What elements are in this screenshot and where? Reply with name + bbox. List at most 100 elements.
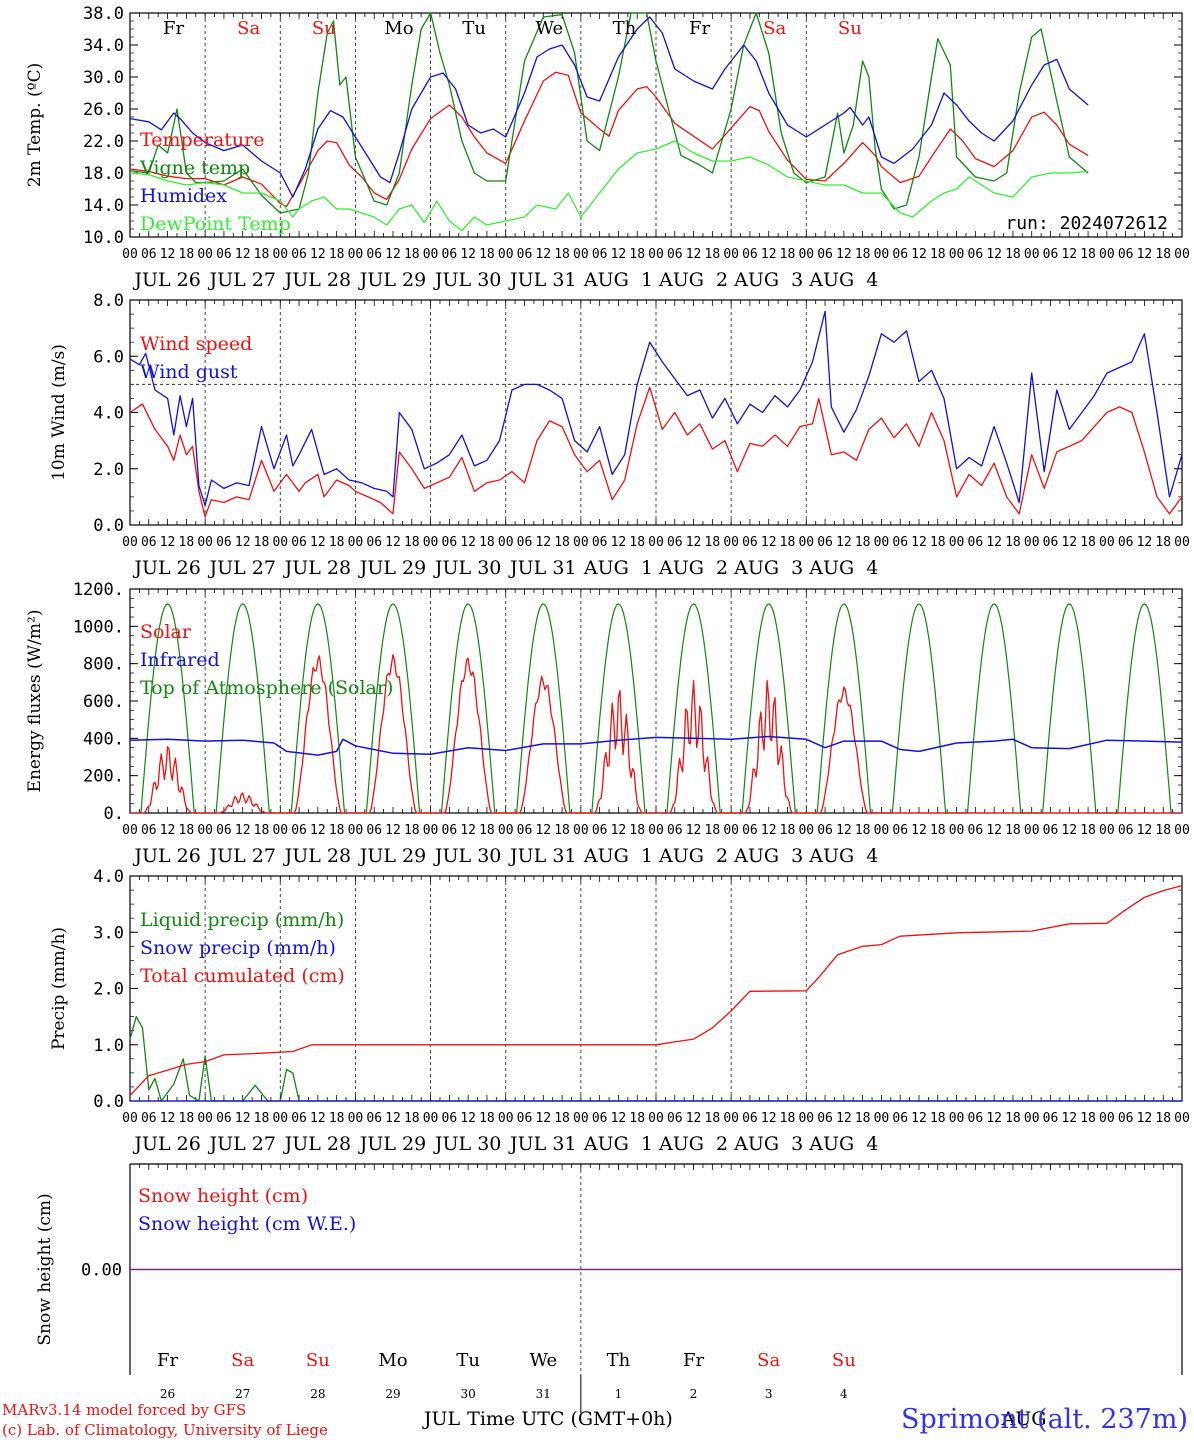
x-hour-label: 12 (385, 535, 401, 550)
x-hour-label: 06 (667, 823, 683, 838)
x-hour-label: 00 (1099, 247, 1115, 262)
x-hour-label: 00 (1024, 823, 1040, 838)
panel-precip: 0.0 1.0 2.0 3.0 4.0 Precip (mm/h) Liquid preci… (49, 867, 1190, 1155)
x-hour-label: 06 (968, 1111, 984, 1126)
x-hour-label: 06 (1043, 1111, 1059, 1126)
x-date-label: AUG 4 (808, 1133, 878, 1155)
legend-entry: Snow height (cm) (138, 1185, 308, 1207)
x-hour-label: 06 (291, 1111, 307, 1126)
x-hour-label: 00 (423, 823, 439, 838)
x-hour-label: 12 (911, 823, 927, 838)
weekday-label: Sa (763, 18, 786, 39)
y-tick-label: 400. (83, 729, 124, 749)
x-hour-label: 18 (254, 535, 270, 550)
legend-entry: Vigne temp (139, 157, 250, 179)
x-date-label: JUL 31 (508, 1133, 576, 1155)
x-hour-label: 12 (611, 247, 627, 262)
panel-energy: 0. 200. 400. 600. 800. 1000. 1200. Energy fluxe… (25, 580, 1190, 867)
x-hour-label: 06 (1043, 823, 1059, 838)
x-hour-label: 06 (592, 247, 608, 262)
x-hour-label: 12 (160, 823, 176, 838)
y-tick-label: 4.0 (93, 404, 124, 424)
weekday-label: Tu (456, 1350, 480, 1371)
x-hour-label: 18 (1080, 823, 1096, 838)
x-hour-label: 06 (517, 823, 533, 838)
day-number-label: 30 (461, 1387, 476, 1401)
x-hour-label: 06 (517, 535, 533, 550)
x-date-label: JUL 30 (433, 845, 501, 867)
x-hour-label: 18 (855, 823, 871, 838)
x-date-label: AUG 3 (733, 269, 803, 291)
x-date-label: AUG 4 (808, 845, 878, 867)
y-tick-label: 1200. (73, 580, 124, 600)
x-hour-label: 00 (648, 1111, 664, 1126)
legend-entry: Top of Atmosphere (Solar) (140, 677, 393, 699)
x-hour-label: 00 (949, 1111, 965, 1126)
x-hour-label: 06 (817, 1111, 833, 1126)
x-hour-label: 00 (348, 247, 364, 262)
x-date-label: JUL 30 (433, 269, 501, 291)
x-hour-label: 00 (423, 535, 439, 550)
legend-entry: Wind speed (140, 333, 252, 355)
x-hour-label: 18 (329, 535, 345, 550)
x-hour-label: 18 (705, 823, 721, 838)
x-date-label: JUL 30 (433, 557, 501, 579)
x-hour-label: 12 (986, 535, 1002, 550)
x-hour-label: 06 (1118, 823, 1134, 838)
x-hour-label: 06 (742, 247, 758, 262)
x-date-label: JUL 26 (132, 269, 200, 291)
station-name: Sprimont (alt. 237m) (901, 1404, 1188, 1435)
x-hour-label: 12 (460, 1111, 476, 1126)
x-hour-label: 00 (197, 535, 213, 550)
x-date-label: JUL 29 (358, 269, 426, 291)
x-hour-label: 00 (874, 1111, 890, 1126)
x-hour-label: 06 (141, 1111, 157, 1126)
weekday-label: Fr (689, 18, 710, 39)
x-hour-label: 06 (892, 823, 908, 838)
run-annotation: run: 2024072612 (1005, 213, 1168, 234)
x-hour-label: 00 (1024, 247, 1040, 262)
day-number-label: 28 (310, 1387, 325, 1401)
x-hour-label: 06 (216, 535, 232, 550)
x-hour-label: 06 (442, 823, 458, 838)
x-hour-label: 18 (1080, 535, 1096, 550)
day-number-label: 29 (385, 1387, 400, 1401)
x-hour-label: 06 (291, 535, 307, 550)
legend-entry: Liquid precip (mm/h) (140, 909, 344, 931)
series-line-temperature (129, 71, 1089, 208)
series-line-humidex (129, 16, 1089, 198)
x-hour-label: 12 (986, 247, 1002, 262)
x-hour-label: 06 (1118, 535, 1134, 550)
x-hour-label: 00 (197, 247, 213, 262)
x-hour-label: 18 (479, 1111, 495, 1126)
x-hour-label: 12 (836, 247, 852, 262)
x-hour-label: 18 (1005, 247, 1021, 262)
x-hour-label: 18 (705, 247, 721, 262)
x-hour-label: 00 (874, 823, 890, 838)
month-label-right: AUG (1001, 1408, 1047, 1430)
y-tick-label: 26.0 (83, 100, 124, 120)
x-hour-label: 00 (573, 247, 589, 262)
x-hour-label: 06 (216, 823, 232, 838)
x-hour-label: 18 (780, 1111, 796, 1126)
x-hour-label: 12 (535, 247, 551, 262)
y-tick-label: 8.0 (93, 291, 124, 311)
y-tick-label: 600. (83, 692, 124, 712)
x-hour-label: 00 (723, 535, 739, 550)
x-date-label: AUG 1 (583, 845, 653, 867)
legend-entry: DewPoint Temp (140, 213, 291, 235)
x-hour-label: 18 (179, 535, 195, 550)
x-hour-label: 06 (817, 535, 833, 550)
x-date-label: AUG 1 (583, 269, 653, 291)
x-hour-label: 00 (573, 535, 589, 550)
day-number-label: 27 (235, 1387, 250, 1401)
x-hour-label: 00 (1174, 535, 1190, 550)
x-hour-label: 00 (1024, 535, 1040, 550)
x-hour-label: 18 (254, 1111, 270, 1126)
x-hour-label: 06 (442, 535, 458, 550)
y-tick-label: 200. (83, 767, 124, 787)
x-hour-label: 12 (1137, 823, 1153, 838)
x-hour-label: 06 (141, 247, 157, 262)
x-hour-label: 12 (761, 1111, 777, 1126)
x-date-label: AUG 4 (808, 269, 878, 291)
